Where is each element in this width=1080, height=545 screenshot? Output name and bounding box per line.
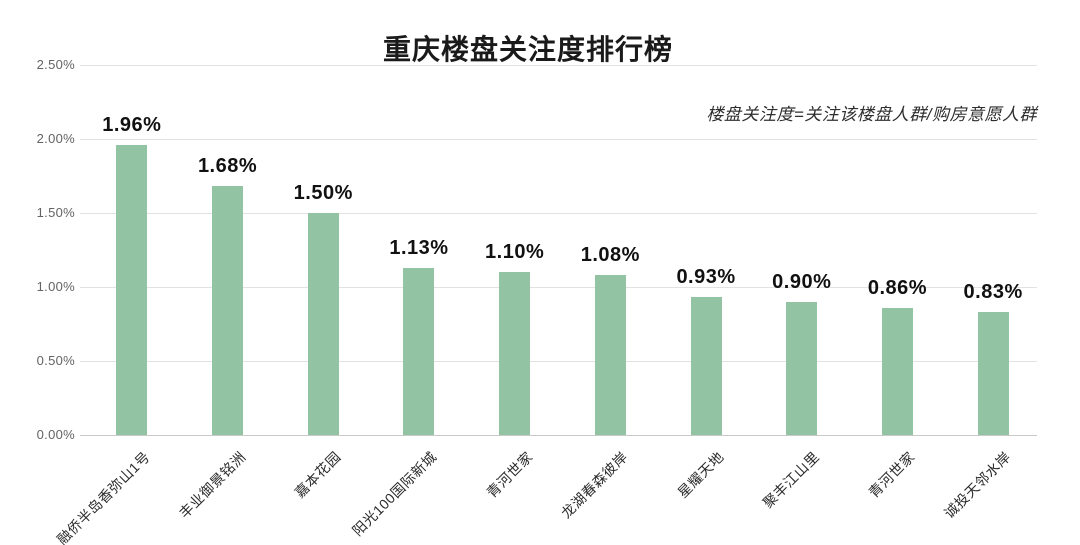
y-tick-label: 2.00% (36, 131, 75, 146)
category-label: 青河世家 (483, 448, 536, 501)
bar-龙湖春森彼岸 (594, 275, 626, 435)
category-label: 龙湖春森彼岸 (558, 448, 632, 522)
bar-value-label: 0.93% (676, 266, 736, 289)
bar-丰业御景铭洲 (212, 186, 244, 435)
bar-value-label: 0.86% (867, 276, 928, 299)
chart-subtitle: 楼盘关注度=关注该楼盘人群/购房意愿人群 (706, 105, 1037, 124)
bar-value-label: 1.13% (389, 236, 449, 259)
gridline (80, 361, 1037, 362)
bar-value-label: 1.68% (197, 155, 258, 178)
bar-青河世家 (499, 272, 531, 435)
bar-融侨半岛香弥山1号 (116, 144, 148, 435)
bar-value-label: 0.90% (772, 270, 832, 293)
category-label: 嘉本花园 (291, 448, 344, 501)
bar-诚投天邻水岸 (977, 312, 1009, 435)
category-label: 阳光100国际新城 (349, 448, 440, 539)
bar-value-label: 0.83% (963, 281, 1023, 304)
bar-嘉本花园 (307, 213, 339, 435)
bar-value-label: 1.50% (293, 182, 353, 204)
gridline (80, 139, 1037, 140)
chart-title: 重庆楼盘关注度排行榜 (382, 34, 673, 65)
bar-青河世家 (881, 307, 913, 435)
category-label: 聚丰江山里 (759, 448, 823, 511)
y-tick-label: 0.00% (36, 427, 75, 442)
category-label: 融侨半岛香弥山1号 (53, 448, 153, 545)
bar-阳光100国际新城 (403, 267, 435, 435)
bar-聚丰江山里 (786, 301, 818, 435)
y-tick-label: 2.50% (36, 57, 75, 72)
bar-value-label: 1.96% (102, 113, 162, 136)
plot-area: 1.96% 1.68% 1.50% 1.13% 1.10% 1.08% 0.93% 0.90%… (80, 65, 1037, 436)
bar-value-label: 1.10% (485, 241, 545, 264)
category-label: 丰业御景铭洲 (175, 448, 249, 522)
gridline (80, 213, 1037, 214)
category-label: 诚投天邻水岸 (941, 448, 1014, 522)
gridline (80, 435, 1037, 436)
y-tick-label: 1.00% (36, 279, 75, 294)
gridline (80, 65, 1037, 66)
y-tick-label: 0.50% (36, 353, 75, 368)
bar-星耀天地 (690, 297, 722, 435)
category-label: 青河世家 (865, 448, 919, 501)
gridline (80, 287, 1037, 288)
bar-value-label: 1.08% (580, 244, 640, 267)
y-tick-label: 1.50% (36, 205, 75, 220)
category-label: 星耀天地 (674, 448, 727, 501)
